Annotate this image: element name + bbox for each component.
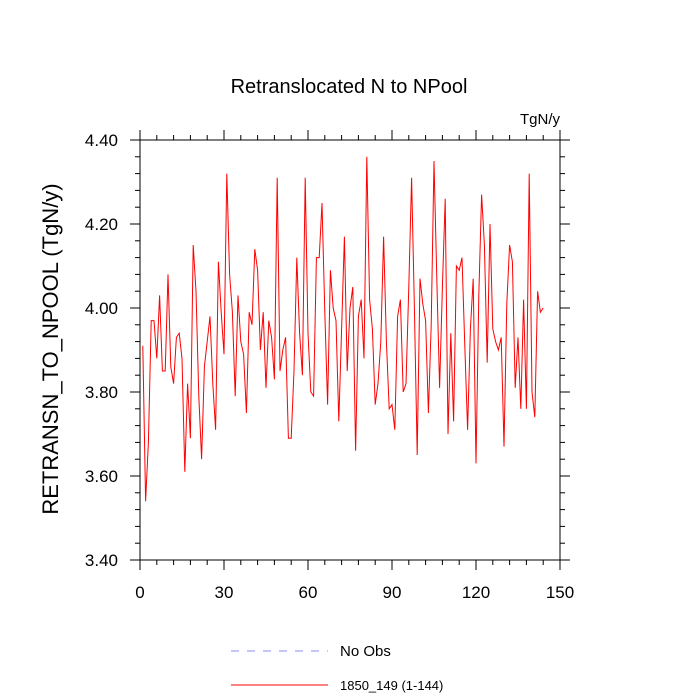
y-tick-label: 4.00 xyxy=(85,299,118,318)
y-axis-label: RETRANSN_TO_NPOOL (TgN/y) xyxy=(38,183,63,514)
plot-area: 0 30 60 90 120 150 3.40 3.60 3.80 4.00 4.20 4.40 xyxy=(85,130,574,602)
series-line xyxy=(142,156,544,502)
legend: No Obs 1850_149 (1-144) xyxy=(231,643,443,693)
y-tick-label: 3.80 xyxy=(85,383,118,402)
x-tick-label: 60 xyxy=(299,583,318,602)
y-tick-label: 4.40 xyxy=(85,131,118,150)
legend-label-series: 1850_149 (1-144) xyxy=(340,678,443,693)
x-tick-label: 120 xyxy=(462,583,490,602)
x-tick-label: 90 xyxy=(383,583,402,602)
y-tick-label: 4.20 xyxy=(85,215,118,234)
units-label: TgN/y xyxy=(520,111,561,128)
plot-frame xyxy=(139,139,561,561)
chart-title: Retranslocated N to NPool xyxy=(231,76,468,98)
x-tick-label: 150 xyxy=(546,583,574,602)
axis-tick-labels: 0 30 60 90 120 150 3.40 3.60 3.80 4.00 4.20 4.40 xyxy=(85,131,574,602)
axis-ticks xyxy=(130,130,570,570)
x-tick-label: 30 xyxy=(215,583,234,602)
y-tick-label: 3.40 xyxy=(85,551,118,570)
legend-label-no-obs: No Obs xyxy=(340,643,391,660)
y-tick-label: 3.60 xyxy=(85,467,118,486)
x-tick-label: 0 xyxy=(135,583,144,602)
